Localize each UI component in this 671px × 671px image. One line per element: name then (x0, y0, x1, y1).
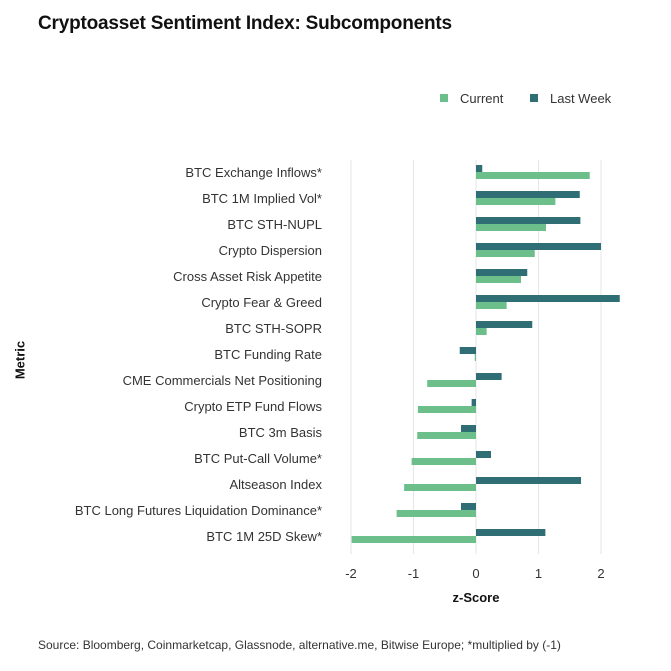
y-tick-label: BTC Exchange Inflows* (185, 165, 322, 180)
legend-label-last-week: Last Week (550, 90, 612, 106)
x-tick-label: 1 (535, 566, 542, 581)
x-tick-label: -1 (408, 566, 420, 581)
bar-last-week (471, 399, 476, 406)
x-tick-label: 0 (472, 566, 479, 581)
y-tick-label: BTC STH-SOPR (225, 321, 322, 336)
bar-current (417, 406, 476, 413)
bar-last-week (476, 217, 581, 224)
bar-last-week (476, 373, 502, 380)
y-tick-label: BTC STH-NUPL (227, 217, 322, 232)
y-tick-label: BTC Funding Rate (214, 347, 322, 362)
x-axis-label: z-Score (453, 590, 500, 605)
bar-current (411, 458, 476, 465)
bar-current (351, 536, 476, 543)
bar-last-week (476, 191, 580, 198)
y-tick-label: BTC 1M Implied Vol* (202, 191, 322, 206)
bar-current (476, 198, 556, 205)
y-tick-label: BTC 3m Basis (239, 425, 323, 440)
legend-swatch-current (440, 94, 448, 102)
bar-last-week (476, 295, 620, 302)
chart-title: Cryptoasset Sentiment Index: Subcomponen… (38, 13, 452, 34)
legend-item-current: Current (440, 90, 503, 106)
bar-current (476, 276, 521, 283)
legend-item-last-week: Last Week (530, 90, 611, 106)
bar-last-week (461, 425, 476, 432)
bar-current (476, 172, 590, 179)
bar-last-week (476, 529, 546, 536)
bar-current (476, 224, 546, 231)
bar-last-week (476, 269, 528, 276)
bar-current (476, 250, 535, 257)
y-tick-label: BTC Put-Call Volume* (194, 451, 322, 466)
y-tick-label: Crypto Dispersion (219, 243, 322, 258)
bar-current (404, 484, 476, 491)
bar-last-week (476, 243, 601, 250)
y-tick-label: Cross Asset Risk Appetite (173, 269, 322, 284)
bar-last-week (459, 347, 476, 354)
bar-last-week (476, 451, 491, 458)
y-tick-label: BTC 1M 25D Skew* (206, 529, 322, 544)
legend-swatch-last-week (530, 94, 538, 102)
legend-label-current: Current (460, 90, 504, 106)
bar-last-week (476, 165, 483, 172)
bar-current (396, 510, 476, 517)
y-tick-label: Crypto Fear & Greed (201, 295, 322, 310)
y-tick-label: Altseason Index (229, 477, 322, 492)
source-note: Source: Bloomberg, Coinmarketcap, Glassn… (38, 638, 561, 652)
bar-last-week (476, 321, 533, 328)
y-tick-label: CME Commercials Net Positioning (123, 373, 322, 388)
bar-last-week (461, 503, 476, 510)
bar-current (476, 302, 507, 309)
x-tick-label: 2 (597, 566, 604, 581)
x-tick-label: -2 (345, 566, 357, 581)
y-tick-label: Crypto ETP Fund Flows (184, 399, 322, 414)
y-tick-label: BTC Long Futures Liquidation Dominance* (75, 503, 322, 518)
bar-last-week (476, 477, 581, 484)
bar-current (417, 432, 476, 439)
bar-current (474, 354, 476, 361)
bar-current (476, 328, 487, 335)
bar-current (427, 380, 476, 387)
